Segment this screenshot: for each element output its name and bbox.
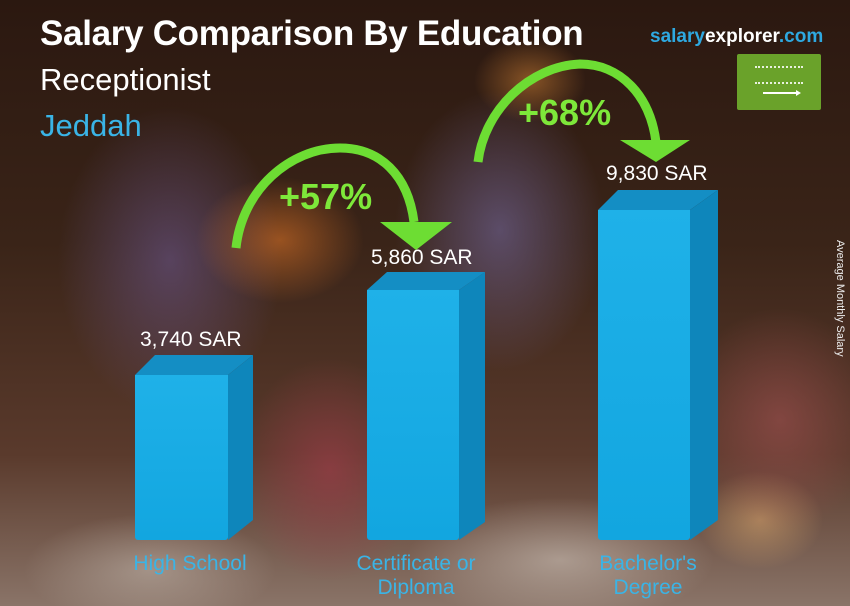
arrow-icon-68 <box>473 59 690 163</box>
value-label-certificate: 5,860 SAR <box>371 246 473 269</box>
bar-front <box>367 290 459 540</box>
value-label-high-school: 3,740 SAR <box>140 328 242 351</box>
chart-title: Salary Comparison By Education <box>40 14 584 53</box>
bar-side <box>459 272 485 540</box>
salaryexplorer-logo[interactable]: salaryexplorer.com <box>650 26 823 48</box>
bar-front <box>135 375 228 540</box>
arrow-icon-57 <box>231 143 452 250</box>
logo-part-com: .com <box>778 26 824 47</box>
category-line-1: Certificate or <box>356 552 476 575</box>
logo-part-salary: salary <box>650 26 705 47</box>
bar-front <box>598 210 690 540</box>
category-line-2: Diploma <box>377 576 455 599</box>
category-line-1: High School <box>133 552 247 575</box>
bar-side <box>690 190 718 540</box>
value-label-bachelors: 9,830 SAR <box>606 162 708 185</box>
job-title: Receptionist <box>40 62 211 97</box>
category-label-bachelors: Bachelor's Degree <box>568 552 728 600</box>
increase-label-57: +57% <box>279 176 373 217</box>
category-label-high-school: High School <box>110 552 270 576</box>
logo-part-explorer: explorer <box>704 26 779 47</box>
bar-top <box>135 355 253 375</box>
flag-sword <box>763 90 801 96</box>
saudi-arabia-flag-icon <box>737 54 821 110</box>
bar-top <box>598 190 718 210</box>
category-line-1: Bachelor's <box>599 552 697 575</box>
category-line-2: Degree <box>613 576 683 599</box>
bar-side <box>228 355 253 540</box>
category-label-certificate: Certificate or Diploma <box>336 552 496 600</box>
bar-top <box>367 272 485 290</box>
city-name: Jeddah <box>40 108 142 143</box>
flag-script <box>755 66 803 84</box>
increase-label-68: +68% <box>518 92 612 133</box>
y-axis-label: Average Monthly Salary <box>834 240 846 357</box>
